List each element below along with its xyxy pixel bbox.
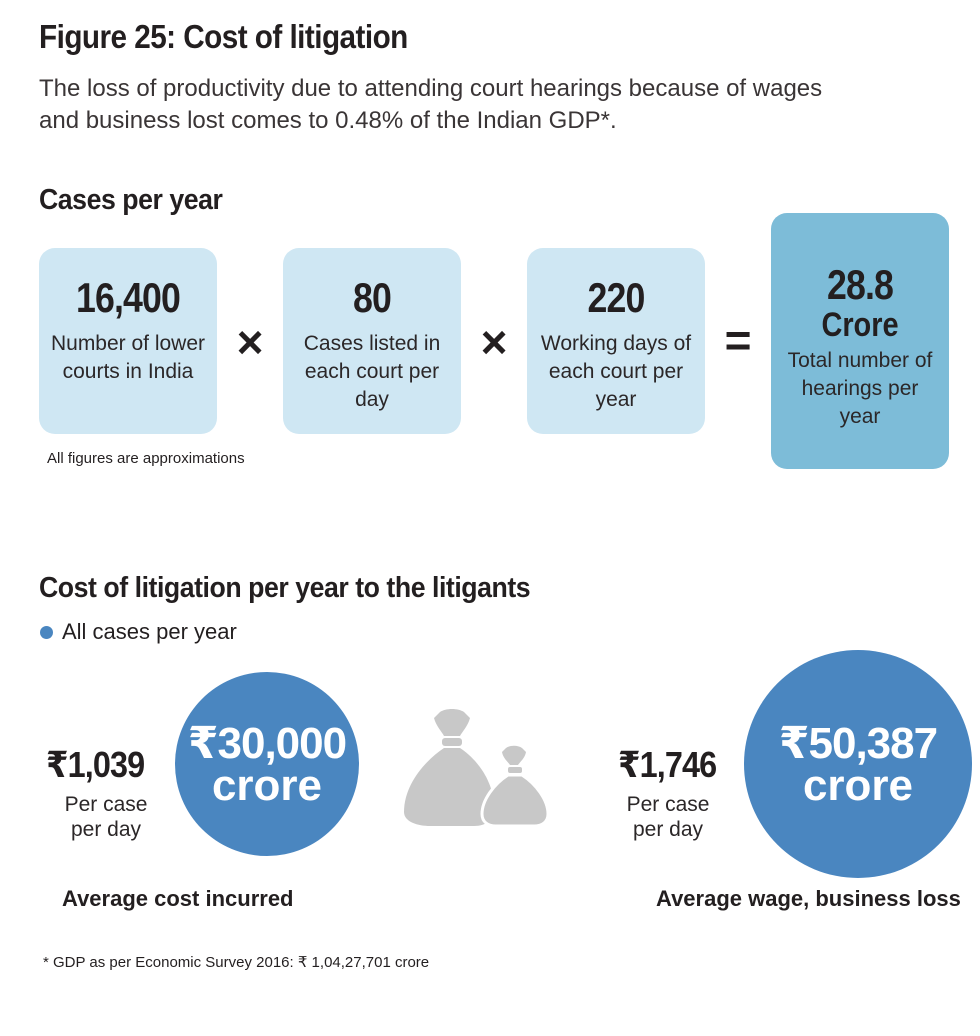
right-per-case-line1: Per case <box>626 793 710 816</box>
right-per-case-line2: per day <box>632 818 704 841</box>
right-per-case-amount: ₹1,746 <box>618 744 717 786</box>
left-per-case-amount: ₹1,039 <box>46 744 145 786</box>
left-total-circle: ₹30,000 crore <box>175 672 359 856</box>
working-days-label: Working days of each court per year <box>540 332 692 411</box>
cases-listed-box: 80 Cases listed in each court per day <box>283 248 461 434</box>
right-total-circle: ₹50,387 crore <box>744 650 972 878</box>
equals-operator: = <box>724 314 752 366</box>
lower-courts-label: Number of lower courts in India <box>50 332 206 383</box>
cases-listed-label: Cases listed in each court per day <box>303 332 441 411</box>
left-total-amount: ₹30,000 <box>187 719 348 768</box>
left-per-case-line1: Per case <box>64 793 148 816</box>
cases-listed-value: 80 <box>352 274 392 321</box>
figure-subtitle: The loss of productivity due to attendin… <box>39 75 823 134</box>
gdp-footnote: * GDP as per Economic Survey 2016: ₹ 1,0… <box>43 954 430 971</box>
multiply-operator-2: × <box>480 316 508 368</box>
cost-section-title: Cost of litigation per year to the litig… <box>39 572 531 604</box>
right-total-value: 50,387 <box>808 719 939 768</box>
total-hearings-value: 28.8 <box>826 261 894 308</box>
rupee-symbol: ₹ <box>618 744 641 785</box>
left-per-case-value: 1,039 <box>67 744 145 785</box>
rupee-symbol: ₹ <box>187 719 219 768</box>
left-per-case-label: Per case per day <box>46 792 166 842</box>
rupee-symbol: ₹ <box>778 719 810 768</box>
left-per-case-line2: per day <box>70 818 142 841</box>
total-hearings-unit: Crore <box>821 306 899 344</box>
rupee-symbol: ₹ <box>46 744 69 785</box>
multiply-operator-1: × <box>236 316 264 368</box>
lower-courts-value: 16,400 <box>75 274 181 321</box>
right-total-unit: crore <box>802 761 914 810</box>
right-total-amount: ₹50,387 <box>778 719 939 768</box>
lower-courts-box: 16,400 Number of lower courts in India <box>39 248 217 434</box>
total-hearings-label: Total number of hearings per year <box>787 349 933 428</box>
legend-dot <box>40 626 53 639</box>
working-days-box: 220 Working days of each court per year <box>527 248 705 434</box>
cases-section-title: Cases per year <box>39 184 223 216</box>
right-per-case-label: Per case per day <box>608 792 728 842</box>
figure-title: Figure 25: Cost of litigation <box>39 18 408 55</box>
right-per-case-value: 1,746 <box>639 744 717 785</box>
left-total-value: 30,000 <box>217 719 348 768</box>
money-bags-icon <box>404 709 550 828</box>
approximation-note: All figures are approximations <box>47 450 245 467</box>
left-caption: Average cost incurred <box>62 886 294 911</box>
left-total-unit: crore <box>211 761 323 810</box>
total-hearings-box: 28.8 Crore Total number of hearings per … <box>771 213 949 469</box>
legend-label: All cases per year <box>62 619 237 644</box>
working-days-value: 220 <box>587 274 645 321</box>
right-caption: Average wage, business loss <box>656 886 961 911</box>
